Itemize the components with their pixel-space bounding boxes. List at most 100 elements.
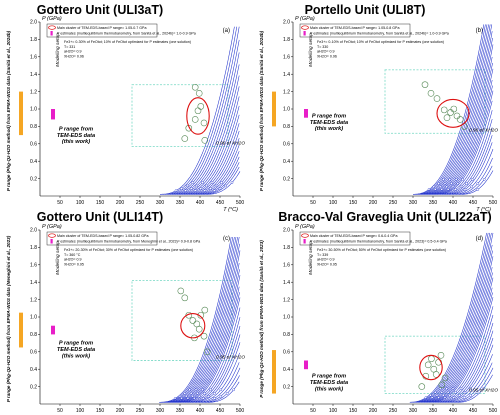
x-axis-label: T (°C) [223,207,238,213]
x-tick-label: 50 [310,200,316,206]
tem-point-circle [195,90,203,97]
y-tick-label: 1.0 [30,315,37,321]
legend-entry: Main cluster of TEM-EDS-based P range= 1… [310,26,399,30]
y-tick-label: 0.2 [283,384,290,390]
curve-marker [196,392,199,395]
curve-marker [189,392,193,395]
tem-point-circle [428,355,435,363]
legend-entry: P estimates (multiequilibrium thermobaro… [310,240,447,244]
curve-marker [224,184,227,188]
tem-point-circle [200,119,208,127]
isopleth-curve [429,62,493,195]
isopleth-curve [192,342,241,403]
curve-marker [210,181,214,184]
x-tick-label: 100 [76,200,85,206]
legend-ellipse-symbol [48,25,56,30]
isopleth-curve [448,354,493,403]
main-cluster-ellipse [419,354,443,381]
curve-marker [205,184,208,188]
y-tick-label: 2.0 [283,20,290,26]
p-range-guide-box [384,69,486,134]
curve-marker [469,387,472,391]
curve-marker [442,178,445,181]
curve-marker [482,178,486,181]
isopleth-curve [432,306,494,403]
curve-marker [440,391,444,394]
tem-point-circle [433,95,441,102]
y-tick-label: 0.6 [283,142,290,148]
model-param: Fe3+= 20-30% of FeOtot; 30% of FeOtot op… [64,248,193,252]
curve-marker [470,178,474,181]
x-tick-label: 100 [76,408,85,414]
isopleth-curve [414,232,492,403]
isopleth-curve [196,151,240,195]
legend-entry: Main cluster of TEM-EDS-based P range= 1… [57,26,146,30]
curve-marker [454,188,457,191]
p-range-note: P range from [312,374,346,380]
curve-marker [219,388,223,392]
model-param: Fe3+= 0-30% of FeOtot; 10% of FeOtot opt… [64,40,191,44]
curve-marker [465,182,468,185]
legend-entry: Main cluster of TEM-EDS-based P range= 0… [310,234,397,238]
curve-marker [185,184,189,188]
isopleth-curve [437,100,493,195]
x-tick-label: 400 [196,200,205,206]
x-tick-label: 300 [156,200,165,206]
tem-point-circle [438,381,446,389]
isopleth-curve [432,80,493,195]
p-range-note: TEM-EDS data [57,347,95,353]
curve-marker [232,388,235,392]
isopleth-curve [454,367,494,403]
legend-ellipse-symbol [48,233,56,238]
p-range-note: P range from [59,341,93,347]
model-param: T= 339 [317,253,328,257]
y-tick-label: 0.6 [30,142,37,148]
y-axis-label: P (GPa) [295,16,315,22]
y-tick-label: 1.0 [30,107,37,113]
x-tick-label: 300 [156,408,165,414]
curve-marker [434,391,437,394]
y-tick-label: 0.8 [30,124,37,130]
isopleth-curve [162,236,235,403]
isopleth-curve [169,52,240,195]
isopleth-curves [413,24,494,195]
x-tick-label: 450 [216,200,225,206]
isopleth-curve [444,127,493,195]
legend-box [299,231,411,246]
isopleth-curve [424,37,493,195]
isopleth-curve [178,292,240,403]
y-tick-label: 2.0 [30,20,37,26]
magenta-p-estimate-bar [304,360,308,370]
tem-point-circle [194,107,202,115]
x-tick-label: 50 [57,408,63,414]
isopleth-curve [428,292,493,403]
curve-marker [454,178,458,181]
modelling-setup-label: Modelling setup [55,33,61,67]
tem-point-circle [421,81,429,88]
y-axis-label: P (GPa) [42,224,62,230]
x-tick-label: 450 [216,408,225,414]
y-tick-label: 1.2 [283,297,290,303]
isopleth-curve [162,26,238,195]
xh2o-label: 0.95 of XH2O [469,388,498,394]
tem-point-circle [453,112,461,120]
curve-marker [195,184,199,188]
legend-magenta-symbol [50,239,53,244]
p-range-guide-box [131,84,229,147]
curve-marker [180,187,183,190]
tem-point-circle [203,348,211,356]
isopleth-curve [427,56,493,195]
y-tick-label: 0.4 [30,367,37,373]
curve-marker [448,393,452,397]
tem-point-circle [197,103,205,110]
y-tick-label: 0.4 [30,159,37,165]
tem-point-circle [447,109,454,116]
isopleth-curve [425,277,494,403]
x-tick-label: 250 [136,200,145,206]
modelling-setup-label: Modelling setup [55,241,61,275]
curve-marker [476,182,480,185]
curve-marker [201,388,204,392]
isopleth-curve [174,75,240,195]
curve-marker [203,392,207,395]
model-param: XH2O= 0.95 [64,262,84,266]
